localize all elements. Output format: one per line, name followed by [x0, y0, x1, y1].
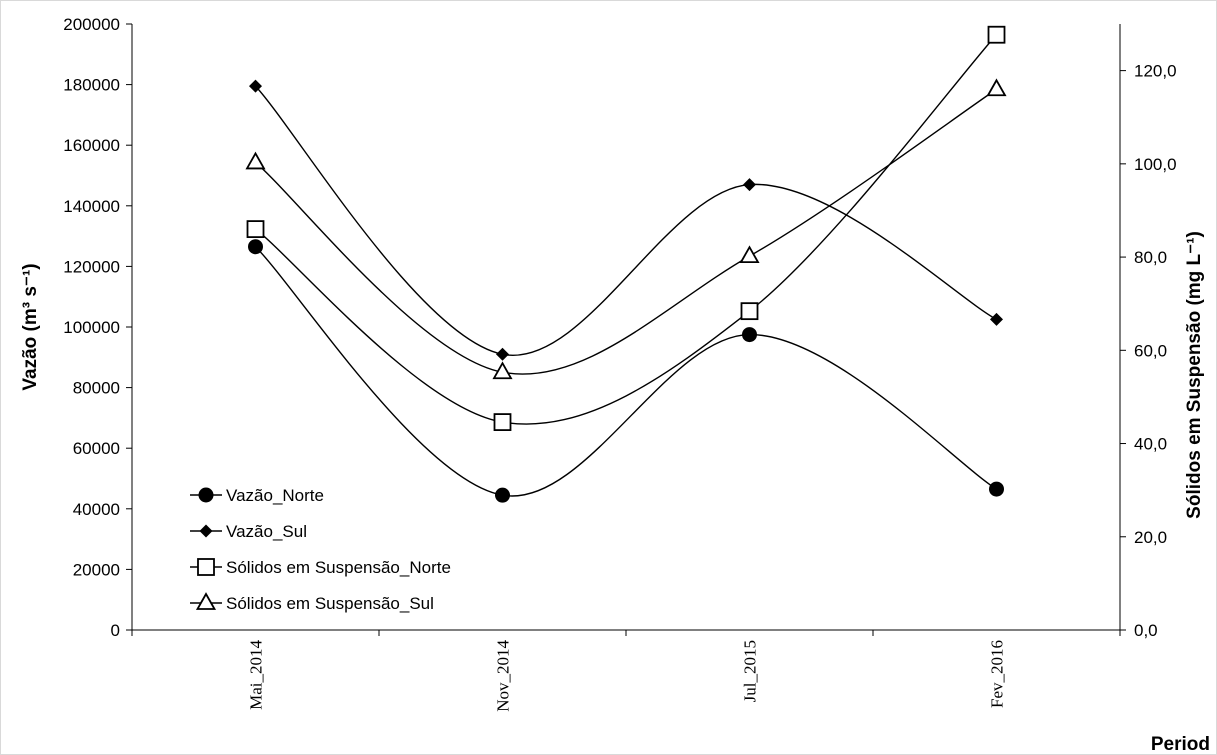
left-tick-label: 0 — [111, 621, 120, 640]
right-tick-label: 40,0 — [1134, 435, 1167, 454]
left-tick-label: 20000 — [73, 560, 120, 579]
data-point-diamond — [743, 178, 756, 192]
data-point-square-open — [987, 25, 1006, 44]
left-y-axis-ticks: 0 20000 40000 60000 80000 100000 120000 140000 1… — [63, 15, 132, 640]
legend-marker-circle — [198, 487, 214, 503]
legend-label: Vazão_Sul — [226, 522, 307, 541]
data-point-circle — [495, 487, 510, 503]
data-point-triangle-open — [739, 245, 760, 264]
series-line-1 — [255, 246, 997, 497]
x-tick-label: Jul_2015 — [741, 640, 760, 702]
left-axis-title: Vazão (m³ s⁻¹) — [20, 263, 41, 390]
data-point-triangle-open — [245, 151, 266, 170]
x-tick-label: Fev_2016 — [988, 640, 1007, 708]
left-tick-label: 160000 — [63, 136, 120, 155]
data-point-triangle-open — [492, 361, 513, 380]
legend-marker-square-open — [197, 558, 215, 576]
series-line-4 — [255, 88, 997, 375]
x-tick-label: Nov_2014 — [494, 640, 513, 712]
right-tick-label: 80,0 — [1134, 248, 1167, 267]
left-tick-label: 80000 — [73, 379, 120, 398]
left-tick-label: 60000 — [73, 439, 120, 458]
x-tick-label: Mai_2014 — [247, 640, 266, 710]
left-tick-label: 200000 — [63, 15, 120, 34]
data-point-square-open — [740, 302, 759, 321]
data-point-circle — [248, 239, 263, 255]
left-tick-label: 40000 — [73, 500, 120, 519]
data-point-circle — [989, 481, 1004, 497]
series-line-2 — [254, 85, 997, 357]
right-axis-title: Sólidos em Suspensão (mg L⁻¹) — [1184, 231, 1205, 519]
data-point-triangle-open — [986, 78, 1007, 97]
legend-label: Sólidos em Suspensão_Norte — [226, 558, 451, 577]
data-point-diamond — [496, 347, 509, 361]
right-tick-label: 120,0 — [1134, 62, 1177, 81]
legend: Vazão_Norte Vazão_Sul Sólidos em Suspensão… — [190, 486, 451, 613]
left-tick-label: 120000 — [63, 257, 120, 276]
legend-label: Sólidos em Suspensão_Sul — [226, 594, 434, 613]
right-y-axis-ticks: 0,0 20,0 40,0 60,0 80,0 100,0 120,0 — [1120, 62, 1177, 640]
x-axis-ticks: Mai_2014 Nov_2014 Jul_2015 Fev_2016 — [131, 630, 1121, 712]
legend-label: Vazão_Norte — [226, 486, 324, 505]
right-tick-label: 0,0 — [1134, 621, 1158, 640]
data-point-diamond — [249, 79, 262, 93]
data-point-square-open — [246, 220, 265, 239]
series-lines — [254, 34, 998, 497]
legend-marker-diamond — [199, 524, 213, 538]
x-axis-title: Period — [1151, 734, 1210, 755]
right-tick-label: 20,0 — [1134, 528, 1167, 547]
series-markers — [245, 25, 1007, 503]
right-tick-label: 100,0 — [1134, 155, 1177, 174]
left-tick-label: 100000 — [63, 318, 120, 337]
data-point-diamond — [990, 312, 1003, 326]
right-tick-label: 60,0 — [1134, 341, 1167, 360]
series-line-3 — [255, 34, 998, 425]
left-tick-label: 140000 — [63, 197, 120, 216]
left-tick-label: 180000 — [63, 76, 120, 95]
legend-marker-triangle-open — [195, 592, 217, 610]
data-point-square-open — [493, 413, 512, 431]
data-point-circle — [742, 327, 757, 343]
